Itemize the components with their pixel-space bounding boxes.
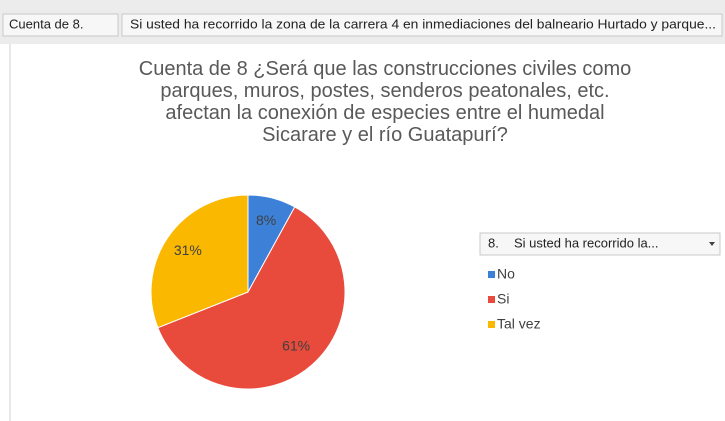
legend-swatch bbox=[488, 321, 495, 328]
legend-label: Si bbox=[497, 291, 509, 307]
legend-field-label: Si usted ha recorrido la... bbox=[514, 235, 659, 250]
legend-label: Tal vez bbox=[497, 316, 541, 332]
axis-field-label: Si usted ha recorrido la zona de la carr… bbox=[130, 16, 716, 31]
values-field-button[interactable] bbox=[2, 13, 119, 37]
data-label: 61% bbox=[282, 337, 310, 353]
data-label: 31% bbox=[174, 242, 202, 258]
pie-slice bbox=[150, 194, 249, 329]
chart-title: Cuenta de 8 ¿Será que las construcciones… bbox=[138, 58, 632, 146]
legend-swatch bbox=[488, 296, 495, 303]
legend-field-number: 8. bbox=[488, 235, 499, 250]
dropdown-arrow[interactable] bbox=[709, 242, 715, 246]
pie-slice bbox=[157, 206, 346, 390]
legend-label: No bbox=[497, 266, 515, 282]
axis-field-button[interactable] bbox=[121, 13, 723, 37]
data-label: 8% bbox=[256, 212, 276, 228]
legend-field-button[interactable] bbox=[479, 232, 721, 256]
legend-swatch bbox=[488, 271, 495, 278]
values-field-label: Cuenta de 8. bbox=[9, 16, 83, 31]
